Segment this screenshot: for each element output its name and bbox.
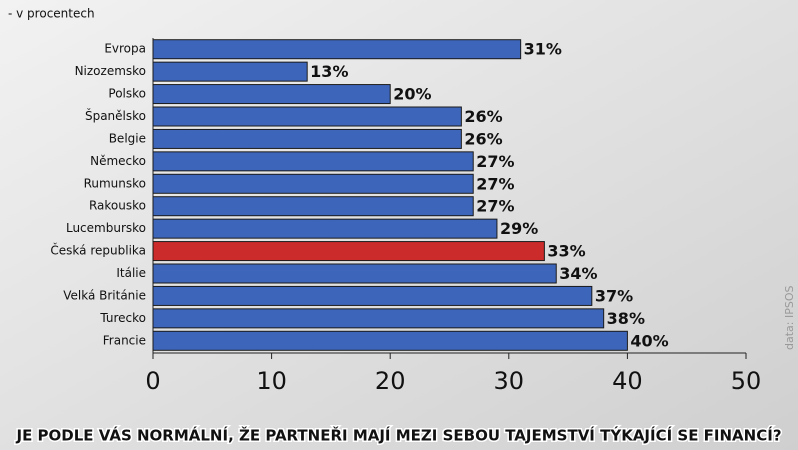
value-label: 27%: [476, 174, 514, 193]
bar: [152, 151, 474, 172]
y-tick-label: Španělsko: [85, 108, 146, 123]
y-tick-label: Belgie: [109, 131, 146, 145]
bar: [152, 39, 522, 60]
bar: [152, 128, 462, 149]
y-tick-label: Velká Británie: [63, 288, 146, 302]
x-tick-label: 20: [375, 367, 406, 395]
bar: [152, 308, 605, 329]
x-tick-label: 40: [612, 367, 643, 395]
y-tick-label: Německo: [90, 154, 146, 168]
value-label: 33%: [547, 242, 585, 261]
value-label: 31%: [524, 40, 562, 59]
source: data: IPSOS: [783, 286, 796, 350]
bar: [152, 84, 391, 105]
y-tick-label: Nizozemsko: [75, 64, 146, 78]
y-tick-label: Turecko: [99, 311, 146, 325]
x-tick-label: 10: [256, 367, 287, 395]
x-tick-label: 30: [494, 367, 525, 395]
value-label: 29%: [500, 219, 538, 238]
bar: [152, 285, 593, 306]
bar: [152, 241, 545, 262]
bar: [152, 196, 474, 217]
chart-title: JE PODLE VÁS NORMÁLNÍ, ŽE PARTNEŘI MAJÍ …: [15, 426, 781, 445]
value-label: 13%: [310, 62, 348, 81]
y-tick-label: Itálie: [116, 266, 146, 280]
value-label: 26%: [464, 129, 502, 148]
y-tick-label: Francie: [103, 333, 146, 347]
x-tick-label: 50: [731, 367, 762, 395]
value-label: 20%: [393, 85, 431, 104]
value-label: 34%: [559, 264, 597, 283]
bar: [152, 218, 498, 239]
value-label: 26%: [464, 107, 502, 126]
subtitle: - v procentech: [8, 7, 95, 21]
value-label: 27%: [476, 197, 514, 216]
y-tick-label: Lucembursko: [66, 221, 146, 235]
value-label: 37%: [595, 286, 633, 305]
y-tick-label: Polsko: [108, 87, 146, 101]
bar: [152, 330, 628, 351]
bar: [152, 263, 557, 284]
bar: [152, 173, 474, 194]
value-label: 27%: [476, 152, 514, 171]
y-tick-label: Evropa: [104, 42, 146, 56]
value-label: 38%: [607, 309, 645, 328]
bar: [152, 106, 462, 127]
x-tick-label: 0: [145, 367, 160, 395]
y-tick-label: Rumunsko: [84, 176, 146, 190]
bar: [152, 61, 308, 82]
y-tick-label: Česká republika: [50, 243, 146, 258]
value-label: 40%: [630, 331, 668, 350]
y-tick-label: Rakousko: [89, 199, 146, 213]
